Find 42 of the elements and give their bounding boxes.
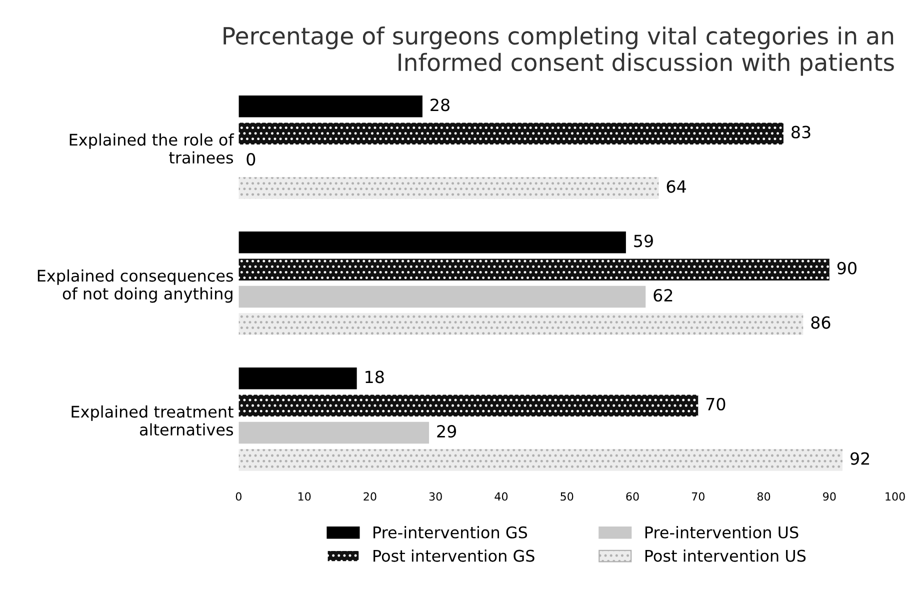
bar	[238, 422, 430, 444]
y-tick-label: Explained treatment alternatives	[72, 405, 234, 436]
bar	[238, 286, 646, 308]
data-label: 0	[246, 153, 256, 166]
x-tick-label: 60	[626, 492, 639, 501]
bar	[238, 95, 422, 118]
data-label: 86	[811, 316, 830, 329]
x-tick-label: 30	[429, 492, 442, 501]
bar	[238, 394, 698, 416]
legend-label: Post intervention US	[645, 550, 806, 562]
data-label: 70	[706, 398, 726, 410]
data-label: 64	[666, 180, 686, 193]
bar	[238, 177, 659, 199]
x-tick-label: 80	[757, 492, 770, 501]
bar	[238, 313, 804, 335]
x-tick-label: 40	[494, 492, 508, 501]
legend-label: Pre-intervention US	[645, 526, 798, 538]
data-label: 62	[654, 289, 672, 302]
bar	[238, 122, 784, 144]
bar	[238, 258, 830, 280]
x-tick-label: 100	[886, 492, 905, 501]
data-label: 92	[850, 452, 870, 465]
legend-label: Post intervention GS	[374, 550, 534, 562]
x-tick-label: 70	[692, 492, 704, 501]
data-label: 28	[430, 98, 450, 112]
data-label: 18	[366, 370, 384, 384]
y-tick-label: Explained the role of trainees	[70, 133, 234, 164]
legend-label: Pre-intervention GS	[374, 526, 528, 538]
y-tick-label: Explained consequences of not doing anything	[38, 269, 234, 303]
data-label: 29	[437, 425, 456, 438]
data-label: 90	[837, 262, 856, 274]
x-tick-label: 20	[364, 492, 376, 501]
x-tick-label: 10	[298, 492, 311, 501]
chart-title: Percentage of surgeons completing vital categories in an Informed consent discussion with patients	[224, 26, 894, 76]
x-tick-label: 0	[236, 492, 242, 501]
bar	[238, 368, 357, 390]
x-tick-label: 50	[560, 492, 574, 501]
data-label: 83	[792, 126, 810, 138]
bar	[238, 449, 843, 471]
data-label: 59	[634, 234, 653, 248]
bar	[238, 232, 626, 254]
x-tick-label: 90	[823, 492, 836, 501]
